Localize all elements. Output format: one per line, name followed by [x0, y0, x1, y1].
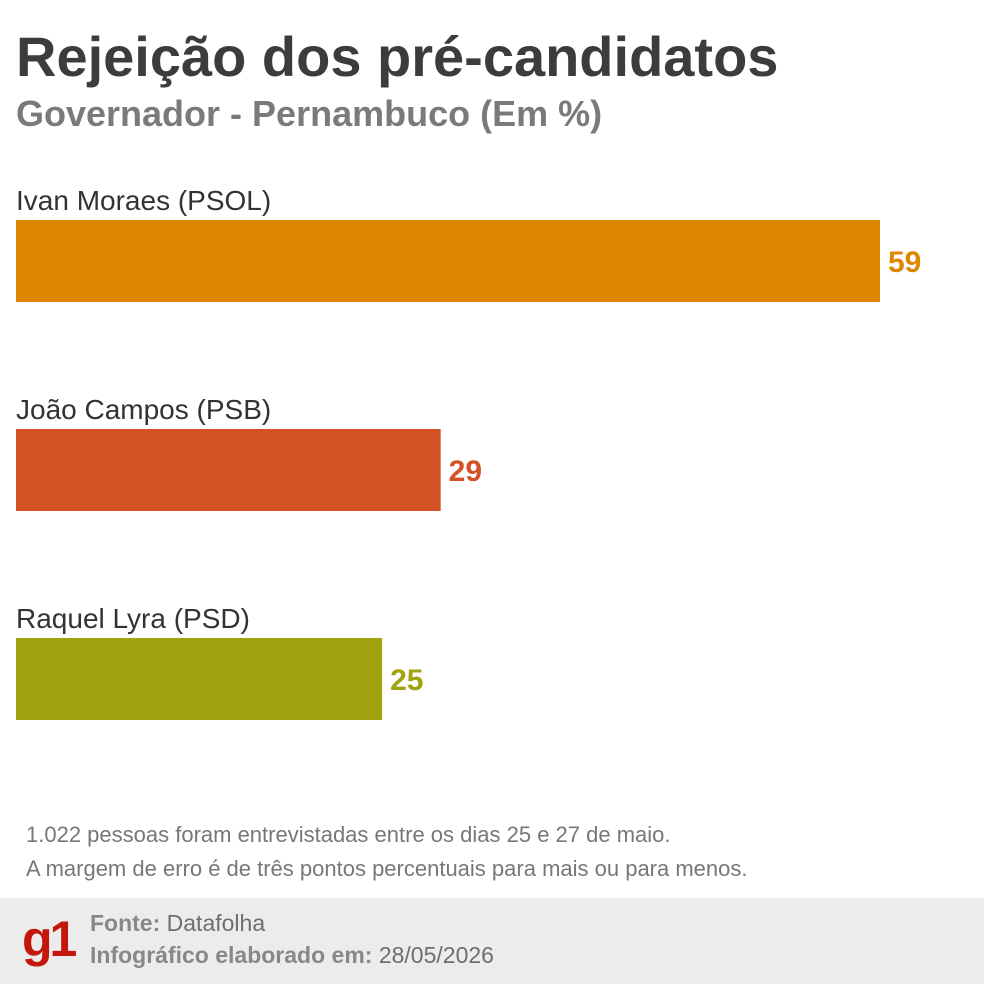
date-label: Infográfico elaborado em:	[90, 942, 373, 968]
date-line: Infográfico elaborado em: 28/05/2026	[90, 942, 494, 969]
date-value: 28/05/2026	[378, 942, 494, 968]
bar	[16, 220, 880, 302]
chart-subtitle: Governador - Pernambuco (Em %)	[16, 93, 603, 134]
note-line: 1.022 pessoas foram entrevistadas entre …	[26, 822, 671, 847]
value-label: 29	[449, 455, 482, 488]
value-label: 25	[390, 664, 423, 697]
footer: g1 Fonte: Datafolha Infográfico elaborad…	[0, 898, 984, 984]
bar	[16, 638, 383, 720]
category-label: Ivan Moraes (PSOL)	[16, 185, 271, 216]
bar-chart: Ivan Moraes (PSOL) 59 João Campos (PSB) 29 R…	[16, 185, 921, 720]
note-line: A margem de erro é de três pontos percen…	[26, 856, 748, 881]
bar	[16, 429, 441, 511]
category-label: Raquel Lyra (PSD)	[16, 603, 250, 634]
source-line: Fonte: Datafolha	[90, 910, 265, 937]
value-label: 59	[888, 246, 921, 279]
source-value: Datafolha	[166, 910, 266, 936]
chart-title: Rejeição dos pré-candidatos	[16, 25, 779, 88]
source-label: Fonte:	[90, 910, 161, 936]
g1-logo: g1	[22, 911, 77, 967]
methodology-note: 1.022 pessoas foram entrevistadas entre …	[26, 818, 748, 886]
category-label: João Campos (PSB)	[16, 394, 271, 425]
